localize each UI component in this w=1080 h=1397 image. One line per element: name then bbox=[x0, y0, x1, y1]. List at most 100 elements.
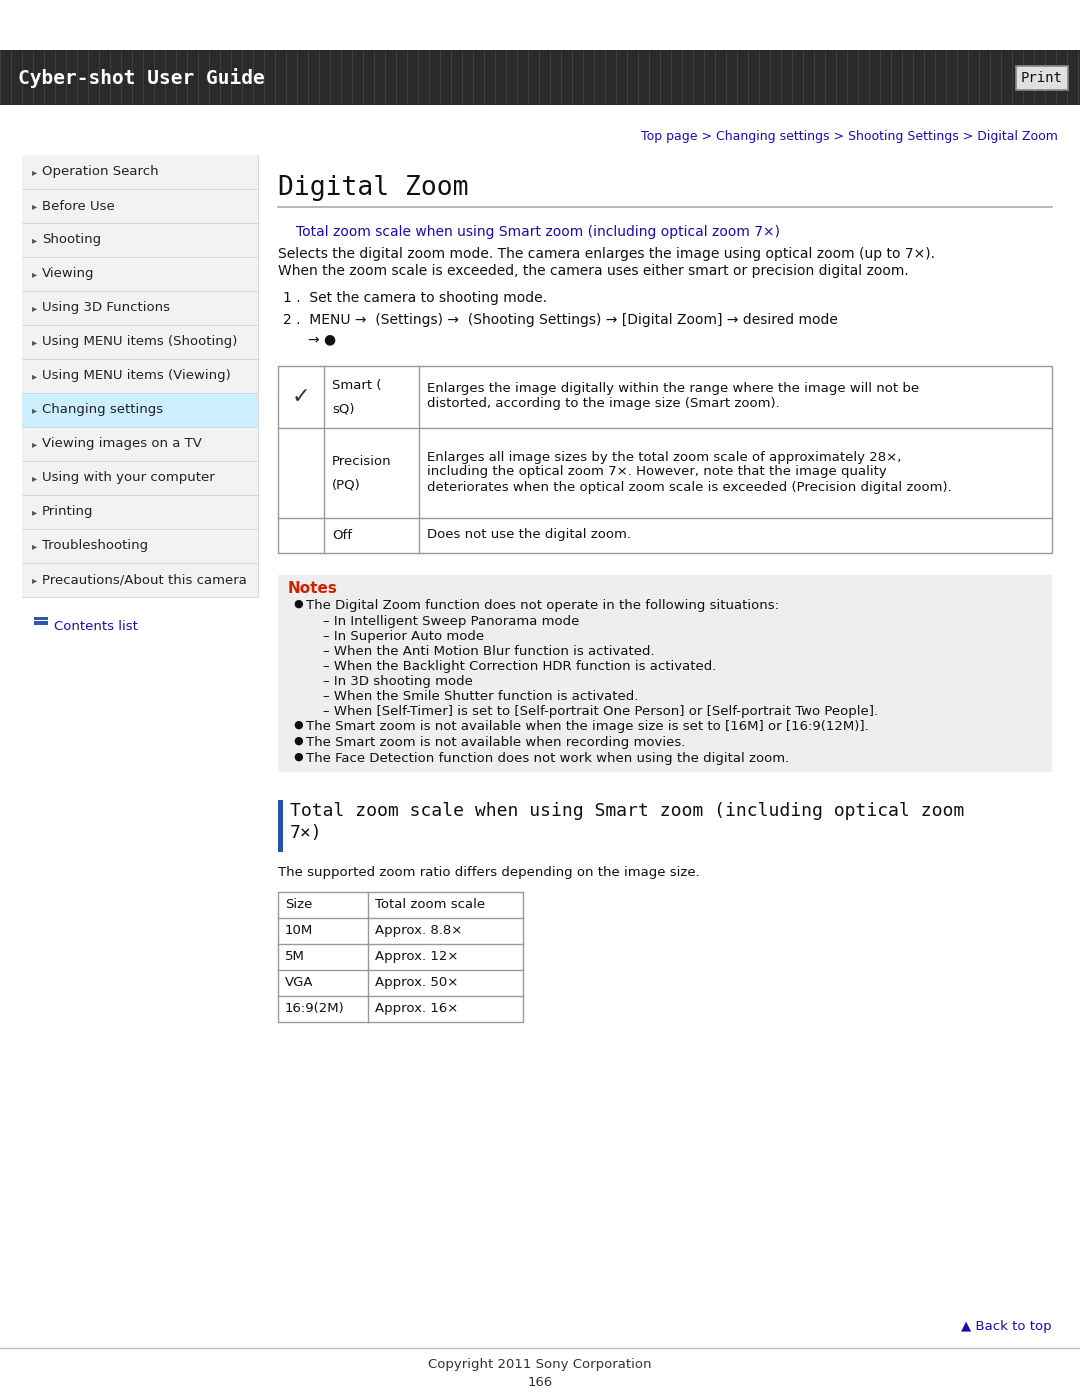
Text: Using 3D Functions: Using 3D Functions bbox=[42, 302, 170, 314]
Text: ▸: ▸ bbox=[32, 541, 37, 550]
Text: Using with your computer: Using with your computer bbox=[42, 472, 215, 485]
Text: ●: ● bbox=[293, 599, 302, 609]
Text: 166: 166 bbox=[527, 1376, 553, 1389]
Text: ▸: ▸ bbox=[32, 168, 37, 177]
Text: The supported zoom ratio differs depending on the image size.: The supported zoom ratio differs dependi… bbox=[278, 866, 700, 879]
Text: ✓: ✓ bbox=[292, 387, 310, 407]
Text: ▸: ▸ bbox=[32, 372, 37, 381]
Text: The Smart zoom is not available when recording movies.: The Smart zoom is not available when rec… bbox=[306, 736, 686, 749]
Bar bbox=[22, 257, 258, 291]
Bar bbox=[278, 893, 523, 1023]
Text: Approx. 12×: Approx. 12× bbox=[375, 950, 459, 963]
Bar bbox=[33, 622, 48, 624]
Bar bbox=[22, 189, 258, 224]
Bar bbox=[22, 563, 258, 597]
Text: 7×): 7×) bbox=[291, 824, 323, 842]
Text: Copyright 2011 Sony Corporation: Copyright 2011 Sony Corporation bbox=[429, 1358, 651, 1370]
Text: Shooting: Shooting bbox=[42, 233, 102, 246]
Text: Approx. 50×: Approx. 50× bbox=[375, 977, 458, 989]
Text: Off: Off bbox=[332, 529, 352, 542]
Text: Viewing images on a TV: Viewing images on a TV bbox=[42, 437, 202, 450]
Text: distorted, according to the image size (Smart zoom).: distorted, according to the image size (… bbox=[427, 397, 780, 409]
Bar bbox=[278, 366, 1052, 553]
Text: Size: Size bbox=[285, 898, 312, 911]
Text: Total zoom scale when using Smart zoom (including optical zoom 7×): Total zoom scale when using Smart zoom (… bbox=[296, 225, 780, 239]
Text: 16:9(2M): 16:9(2M) bbox=[285, 1002, 345, 1016]
Bar bbox=[22, 461, 258, 495]
Text: ▸: ▸ bbox=[32, 439, 37, 448]
Text: Changing settings: Changing settings bbox=[42, 404, 163, 416]
Text: ▸: ▸ bbox=[32, 576, 37, 585]
Text: Digital Zoom: Digital Zoom bbox=[278, 175, 469, 201]
Text: – In 3D shooting mode: – In 3D shooting mode bbox=[323, 675, 473, 687]
Text: deteriorates when the optical zoom scale is exceeded (Precision digital zoom).: deteriorates when the optical zoom scale… bbox=[427, 481, 951, 493]
Text: When the zoom scale is exceeded, the camera uses either smart or precision digit: When the zoom scale is exceeded, the cam… bbox=[278, 264, 908, 278]
Bar bbox=[278, 576, 1052, 773]
Text: Notes: Notes bbox=[288, 581, 338, 597]
Text: ▸: ▸ bbox=[32, 474, 37, 483]
Text: – When the Anti Motion Blur function is activated.: – When the Anti Motion Blur function is … bbox=[323, 645, 654, 658]
Text: 5M: 5M bbox=[285, 950, 305, 963]
Text: ▸: ▸ bbox=[32, 337, 37, 346]
Text: Viewing: Viewing bbox=[42, 267, 95, 281]
Bar bbox=[0, 50, 1080, 105]
Text: Using MENU items (Shooting): Using MENU items (Shooting) bbox=[42, 335, 238, 348]
Bar bbox=[33, 617, 48, 620]
Text: ▸: ▸ bbox=[32, 201, 37, 211]
Bar bbox=[22, 224, 258, 257]
Text: sQ): sQ) bbox=[332, 402, 354, 415]
Bar bbox=[22, 427, 258, 461]
Text: The Smart zoom is not available when the image size is set to [16M] or [16:9(12M: The Smart zoom is not available when the… bbox=[306, 719, 868, 733]
Text: ▸: ▸ bbox=[32, 405, 37, 415]
Text: ▲ Back to top: ▲ Back to top bbox=[961, 1320, 1052, 1333]
Bar bbox=[1016, 66, 1068, 89]
Text: Approx. 8.8×: Approx. 8.8× bbox=[375, 923, 462, 937]
Bar bbox=[22, 326, 258, 359]
Text: ●: ● bbox=[293, 736, 302, 746]
Text: The Face Detection function does not work when using the digital zoom.: The Face Detection function does not wor… bbox=[306, 752, 789, 766]
Text: Print: Print bbox=[1021, 70, 1063, 84]
Text: Printing: Printing bbox=[42, 506, 94, 518]
Text: Before Use: Before Use bbox=[42, 200, 114, 212]
Bar bbox=[22, 155, 258, 597]
Text: (PQ): (PQ) bbox=[332, 478, 361, 490]
Text: Precision: Precision bbox=[332, 455, 392, 468]
Text: – When the Backlight Correction HDR function is activated.: – When the Backlight Correction HDR func… bbox=[323, 659, 716, 673]
Text: including the optical zoom 7×. However, note that the image quality: including the optical zoom 7×. However, … bbox=[427, 465, 887, 479]
Text: – In Superior Auto mode: – In Superior Auto mode bbox=[323, 630, 484, 643]
Text: – When the Smile Shutter function is activated.: – When the Smile Shutter function is act… bbox=[323, 690, 638, 703]
Text: Cyber-shot User Guide: Cyber-shot User Guide bbox=[18, 67, 265, 88]
Text: – In Intelligent Sweep Panorama mode: – In Intelligent Sweep Panorama mode bbox=[323, 615, 579, 629]
Text: Enlarges all image sizes by the total zoom scale of approximately 28×,: Enlarges all image sizes by the total zo… bbox=[427, 450, 902, 464]
Text: Precautions/About this camera: Precautions/About this camera bbox=[42, 574, 247, 587]
Text: Total zoom scale when using Smart zoom (including optical zoom: Total zoom scale when using Smart zoom (… bbox=[291, 802, 964, 820]
Text: – When [Self-Timer] is set to [Self-portrait One Person] or [Self-portrait Two P: – When [Self-Timer] is set to [Self-port… bbox=[323, 705, 878, 718]
Text: Using MENU items (Viewing): Using MENU items (Viewing) bbox=[42, 369, 231, 383]
Text: VGA: VGA bbox=[285, 977, 313, 989]
Text: ●: ● bbox=[293, 752, 302, 761]
Text: ▸: ▸ bbox=[32, 235, 37, 244]
Bar bbox=[278, 800, 283, 852]
Bar bbox=[22, 529, 258, 563]
Text: 1 .  Set the camera to shooting mode.: 1 . Set the camera to shooting mode. bbox=[283, 291, 546, 305]
Bar bbox=[22, 495, 258, 529]
Text: 10M: 10M bbox=[285, 923, 313, 937]
Text: Selects the digital zoom mode. The camera enlarges the image using optical zoom : Selects the digital zoom mode. The camer… bbox=[278, 247, 935, 261]
Bar bbox=[22, 155, 258, 189]
Text: Contents list: Contents list bbox=[54, 620, 138, 633]
Text: Approx. 16×: Approx. 16× bbox=[375, 1002, 458, 1016]
Text: 2 .  MENU →  (Settings) →  (Shooting Settings) → [Digital Zoom] → desired mode: 2 . MENU → (Settings) → (Shooting Settin… bbox=[283, 313, 838, 327]
Text: ▸: ▸ bbox=[32, 270, 37, 279]
Bar bbox=[22, 359, 258, 393]
Text: Operation Search: Operation Search bbox=[42, 165, 159, 179]
Text: ●: ● bbox=[293, 719, 302, 731]
Text: Top page > Changing settings > Shooting Settings > Digital Zoom: Top page > Changing settings > Shooting … bbox=[642, 130, 1058, 142]
Text: ▸: ▸ bbox=[32, 303, 37, 313]
Text: ▸: ▸ bbox=[32, 507, 37, 517]
Bar bbox=[22, 393, 258, 427]
Text: Total zoom scale: Total zoom scale bbox=[375, 898, 485, 911]
Text: Smart (: Smart ( bbox=[332, 379, 381, 393]
Text: Troubleshooting: Troubleshooting bbox=[42, 539, 148, 552]
Text: → ●: → ● bbox=[308, 332, 336, 346]
Text: Does not use the digital zoom.: Does not use the digital zoom. bbox=[427, 528, 631, 541]
